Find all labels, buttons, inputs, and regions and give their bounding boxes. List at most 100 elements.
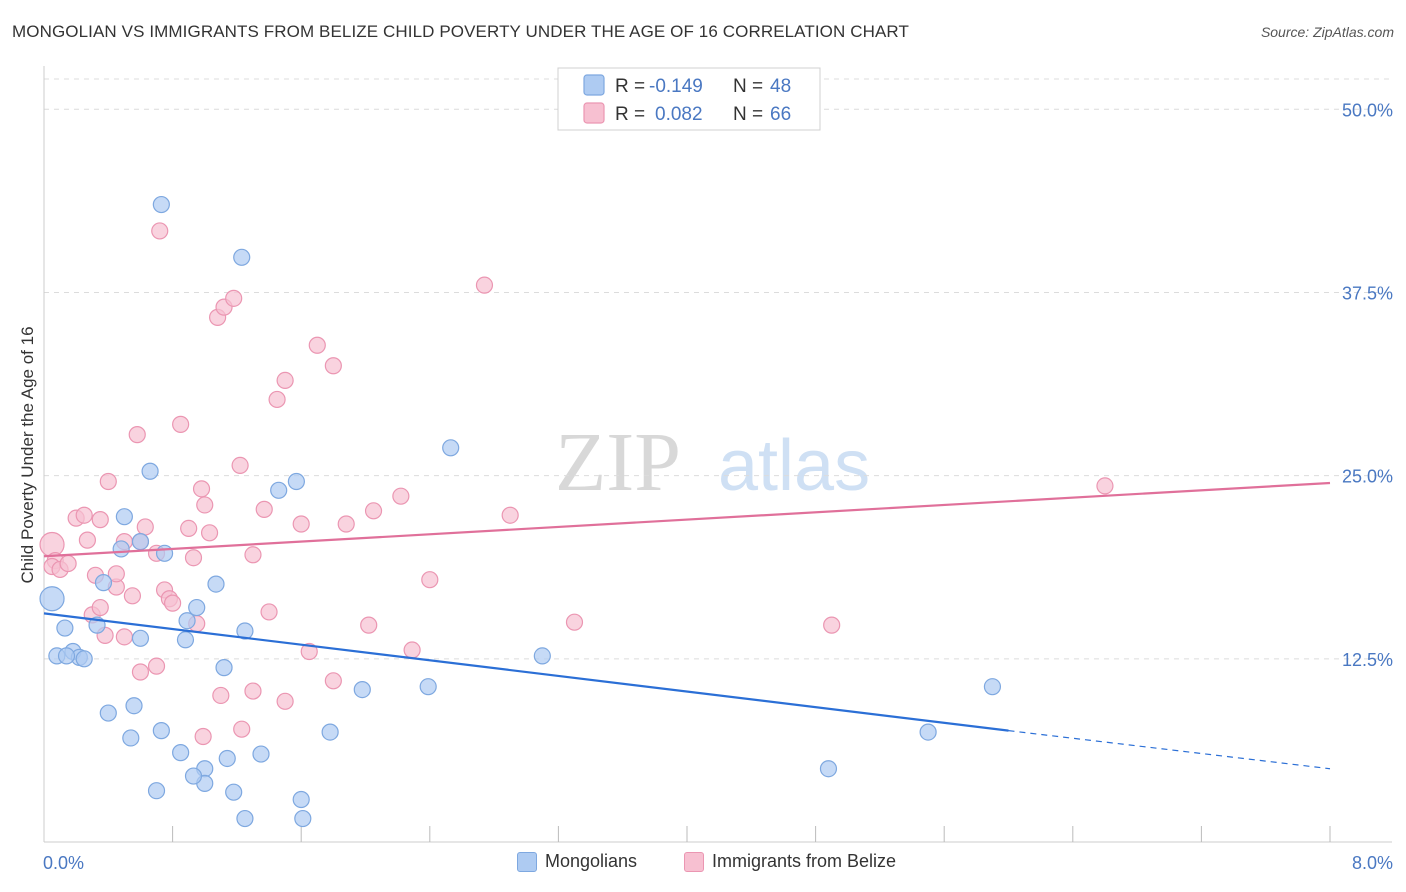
belize-point-6 bbox=[75, 506, 93, 524]
x-tick-label-1: 8.0% bbox=[1352, 853, 1393, 873]
mongolian-point-16 bbox=[176, 631, 195, 649]
mongolian-point-32 bbox=[225, 783, 243, 801]
mongolian-point-34 bbox=[292, 790, 310, 809]
y-tick-label-1: 25.0% bbox=[1342, 467, 1393, 487]
watermark-zip: ZIP bbox=[555, 416, 681, 509]
belize-point-23 bbox=[184, 549, 203, 567]
mongolian-point-27 bbox=[122, 729, 140, 747]
mongolian-point-21 bbox=[236, 622, 254, 640]
belize-point-43 bbox=[475, 276, 494, 294]
mongolian-point-9 bbox=[112, 540, 130, 558]
belize-point-36 bbox=[292, 515, 310, 533]
legend-swatch-mongolians bbox=[583, 74, 605, 96]
belize-point-22 bbox=[180, 519, 198, 538]
belize-point-16 bbox=[136, 518, 154, 536]
axes bbox=[43, 66, 1392, 843]
watermark-atlas: atlas bbox=[718, 426, 870, 506]
legend-r-label-2: R = bbox=[615, 104, 645, 125]
mongolian-point-17 bbox=[188, 598, 206, 617]
chart-title: MONGOLIAN VS IMMIGRANTS FROM BELIZE CHIL… bbox=[12, 22, 909, 41]
mongolian-point-12 bbox=[141, 462, 159, 480]
x-tick-labels: 0.0% 8.0% bbox=[43, 853, 1393, 873]
mongolian-point-40 bbox=[819, 760, 838, 778]
mongolian-point-6 bbox=[57, 647, 76, 665]
mongolian-point-20 bbox=[215, 659, 233, 677]
mongolian-point-19 bbox=[207, 575, 225, 593]
belize-point-52 bbox=[212, 686, 230, 705]
mongolian-trend-line bbox=[43, 612, 1009, 732]
belize-point-57 bbox=[324, 672, 342, 690]
belize-point-21 bbox=[172, 415, 190, 433]
legend-r-value-2: 0.082 bbox=[655, 104, 703, 125]
belize-point-61 bbox=[1096, 477, 1114, 495]
belize-point-24 bbox=[192, 480, 211, 498]
legend-swatch-belize bbox=[583, 102, 605, 124]
legend-item-mongolians[interactable]: Mongolians bbox=[517, 851, 637, 872]
mongolian-point-41 bbox=[919, 723, 937, 741]
belize-point-49 bbox=[131, 663, 150, 681]
mongolian-point-28 bbox=[152, 722, 170, 740]
mongolian-point-18 bbox=[178, 612, 196, 630]
legend-n-value-2: 66 bbox=[770, 104, 791, 125]
mongolian-point-46 bbox=[147, 782, 166, 800]
belize-point-14 bbox=[128, 426, 146, 444]
legend-swatch-belize-bottom bbox=[684, 851, 704, 872]
belize-point-45 bbox=[565, 613, 584, 631]
mongolian-point-14 bbox=[131, 629, 150, 647]
legend-r-value-1: -0.149 bbox=[649, 76, 703, 97]
belize-point-55 bbox=[276, 692, 294, 710]
belize-point-4 bbox=[59, 554, 77, 573]
mongolian-point-26 bbox=[99, 704, 117, 722]
belize-point-44 bbox=[501, 506, 519, 524]
belize-point-32 bbox=[255, 500, 273, 518]
belize-point-13 bbox=[123, 587, 142, 605]
mongolian-points bbox=[39, 195, 1002, 828]
y-tick-label-3: 50.0% bbox=[1342, 100, 1393, 120]
mongolian-point-45 bbox=[184, 767, 203, 785]
mongolian-point-11 bbox=[131, 532, 150, 551]
belize-point-64 bbox=[91, 598, 109, 617]
legend-n-value-1: 48 bbox=[770, 76, 791, 97]
mongolian-point-35 bbox=[236, 809, 254, 828]
source-label: Source: ZipAtlas.com bbox=[1260, 24, 1394, 40]
mongolian-point-43 bbox=[353, 680, 371, 699]
mongolian-point-1 bbox=[56, 619, 74, 637]
y-tick-label-0: 12.5% bbox=[1342, 650, 1393, 670]
belize-point-59 bbox=[403, 641, 421, 659]
belize-point-9 bbox=[91, 511, 109, 529]
mongolian-point-10 bbox=[115, 508, 133, 526]
mongolian-point-39 bbox=[533, 647, 551, 665]
legend-label-belize: Immigrants from Belize bbox=[712, 851, 897, 871]
belize-point-38 bbox=[324, 357, 342, 375]
belize-point-33 bbox=[260, 603, 278, 621]
y-axis-label: Child Poverty Under the Age of 16 bbox=[18, 326, 37, 583]
trend-lines bbox=[43, 481, 1331, 770]
legend-r-label-1: R = bbox=[615, 76, 645, 97]
mongolian-point-25 bbox=[125, 697, 143, 715]
mongolian-point-24 bbox=[287, 472, 305, 491]
y-tick-labels: 12.5% 25.0% 37.5% 50.0% bbox=[1342, 100, 1393, 670]
belize-points bbox=[39, 222, 1114, 746]
legend-swatch-mongolians-bottom bbox=[517, 851, 537, 872]
belize-point-48 bbox=[115, 628, 133, 646]
belize-point-65 bbox=[107, 565, 125, 583]
belize-point-63 bbox=[151, 222, 169, 240]
mongolian-point-42 bbox=[983, 678, 1002, 696]
mongolian-point-5 bbox=[75, 650, 93, 668]
belize-point-35 bbox=[276, 371, 294, 390]
belize-point-37 bbox=[308, 336, 326, 354]
y-tick-label-2: 37.5% bbox=[1342, 283, 1393, 303]
mongolian-point-36 bbox=[294, 809, 312, 828]
mongolian-point-47 bbox=[321, 723, 339, 741]
mongolian-point-22 bbox=[233, 248, 251, 266]
belize-point-29 bbox=[225, 289, 243, 307]
belize-point-39 bbox=[337, 515, 355, 533]
belize-point-31 bbox=[244, 546, 262, 564]
mongolian-point-31 bbox=[218, 749, 236, 768]
legend-item-belize[interactable]: Immigrants from Belize bbox=[684, 851, 896, 872]
belize-point-56 bbox=[300, 642, 318, 661]
belize-point-54 bbox=[244, 682, 262, 700]
mongolian-point-37 bbox=[419, 678, 437, 696]
legend-n-label-1: N = bbox=[733, 76, 763, 97]
mongolian-point-29 bbox=[172, 744, 190, 762]
